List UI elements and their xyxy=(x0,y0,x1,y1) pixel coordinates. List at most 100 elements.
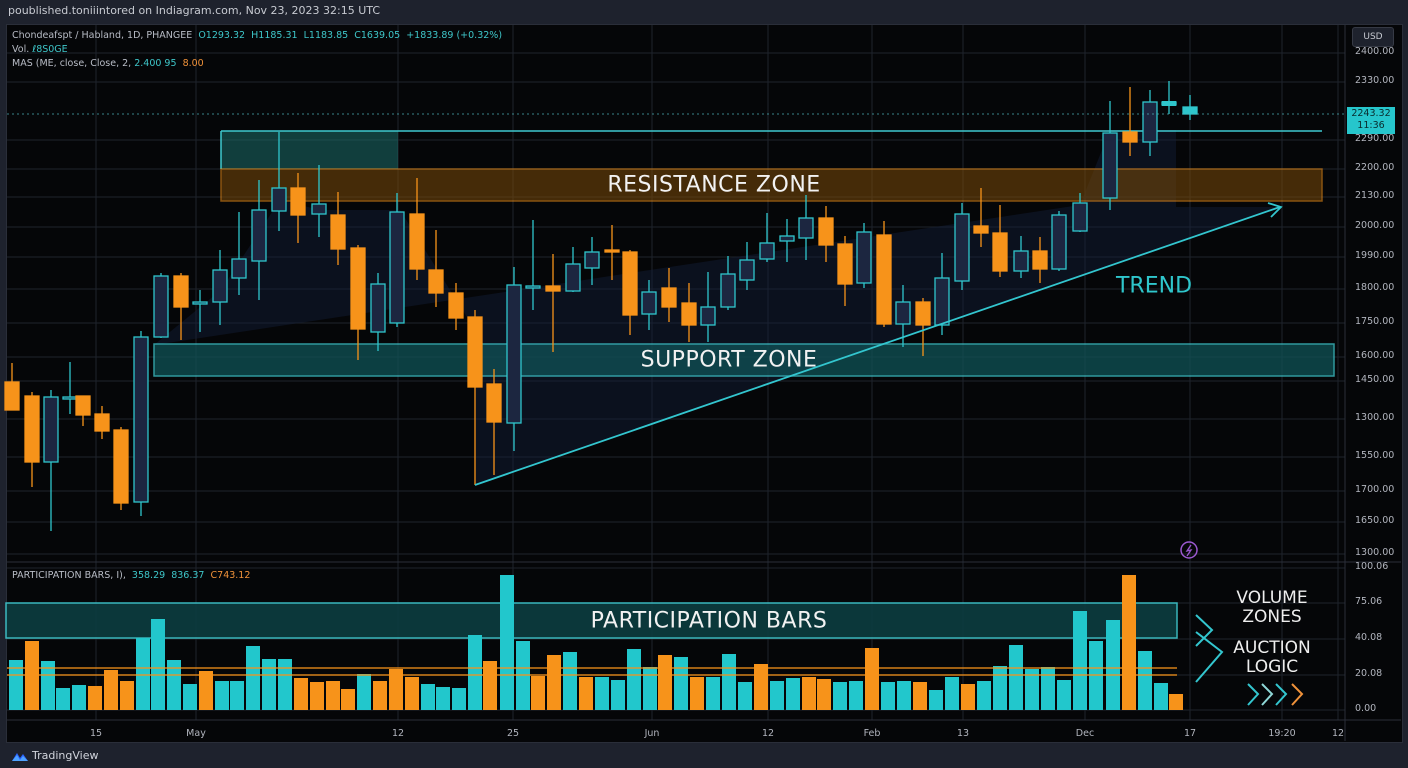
candle-body xyxy=(1122,131,1138,143)
candle-body xyxy=(192,301,208,305)
time-axis-label: May xyxy=(186,728,206,739)
candle-body xyxy=(1032,250,1048,270)
volume-bar xyxy=(357,674,371,710)
chevron-right-icon xyxy=(1195,614,1214,647)
volume-bar xyxy=(326,681,340,710)
candle-body xyxy=(739,259,755,281)
volume-bar xyxy=(56,688,70,710)
volume-zone-band xyxy=(5,602,1178,639)
alert-icon xyxy=(1180,541,1198,559)
auction-logic-line1: AUCTION xyxy=(1233,638,1311,658)
volume-bar xyxy=(341,689,355,710)
volume-bar xyxy=(531,676,545,710)
volume-bar xyxy=(897,681,911,710)
candle-body xyxy=(350,247,366,330)
candle-body xyxy=(389,211,405,324)
volume-bar xyxy=(595,677,609,710)
tradingview-icon xyxy=(12,752,28,761)
volume-axis-label: 75.06 xyxy=(1355,596,1383,607)
volume-bar xyxy=(41,661,55,710)
volume-bar xyxy=(215,681,229,710)
volume-bar xyxy=(929,690,943,710)
current-candle xyxy=(1183,107,1197,114)
volume-bar xyxy=(104,670,118,710)
candle-body xyxy=(113,429,129,504)
volume-bar xyxy=(881,682,895,710)
trend-line xyxy=(474,206,1281,486)
candle-body xyxy=(604,249,620,253)
volume-bar xyxy=(1009,645,1023,710)
price-axis-label: 1600.00 xyxy=(1355,350,1395,361)
volume-bar xyxy=(246,646,260,710)
last-candle xyxy=(1162,101,1176,106)
volume-bar xyxy=(230,681,244,710)
volume-bar xyxy=(786,678,800,710)
bar-countdown: 11:36 xyxy=(1357,120,1385,131)
candle-body xyxy=(720,273,736,308)
vol-pane-v1: 358.29 xyxy=(131,570,166,581)
volume-bar xyxy=(849,681,863,710)
volume-zones-label: VOLUME ZONES xyxy=(1236,589,1307,627)
vol-label: Vol. xyxy=(12,44,30,55)
candle-body xyxy=(954,213,970,282)
candle-body xyxy=(876,234,892,325)
auction-logic-label: AUCTION LOGIC xyxy=(1233,639,1310,677)
participation-bars-label: PARTICIPATION BARS xyxy=(590,608,828,634)
candle-body xyxy=(641,291,657,315)
candle-body xyxy=(62,396,78,400)
volume-bar xyxy=(1106,620,1120,710)
volume-bar xyxy=(706,677,720,710)
time-axis-label: 15 xyxy=(89,728,103,739)
volume-bar xyxy=(770,681,784,710)
price-axis-label: 2000.00 xyxy=(1355,220,1395,231)
candle-body xyxy=(290,187,306,216)
volume-bar xyxy=(833,682,847,710)
volume-bar xyxy=(167,660,181,710)
price-axis-label: 2290.00 xyxy=(1355,133,1395,144)
price-axis-label: 1300.00 xyxy=(1355,547,1395,558)
volume-bar xyxy=(1138,651,1152,710)
volume-bar xyxy=(72,685,86,710)
volume-bar xyxy=(278,659,292,710)
volume-bar xyxy=(436,687,450,710)
volume-bar xyxy=(405,677,419,710)
mas-value-1: 2.400 95 xyxy=(134,58,177,69)
candle-body xyxy=(1142,101,1158,143)
volume-axis-label: 0.00 xyxy=(1355,703,1377,714)
price-axis-label: 1700.00 xyxy=(1355,484,1395,495)
volume-axis-label: 100.06 xyxy=(1355,561,1389,572)
candle-body xyxy=(330,214,346,250)
volume-bar xyxy=(945,677,959,710)
time-axis-label: 25 xyxy=(506,728,520,739)
volume-bar xyxy=(627,649,641,710)
tradingview-brand: TradingView xyxy=(32,749,99,762)
volume-bar xyxy=(722,654,736,710)
volume-bar xyxy=(547,655,561,710)
currency-button[interactable]: USD xyxy=(1352,27,1394,47)
volume-bar xyxy=(389,669,403,710)
ohlc-low: L1183.85 xyxy=(303,30,349,41)
volume-bar xyxy=(658,655,672,710)
volume-bar xyxy=(183,684,197,710)
candle-body xyxy=(700,306,716,326)
vol-pane-v2: 836.37 xyxy=(171,570,205,581)
candle-body xyxy=(448,292,464,319)
candle-body xyxy=(798,217,814,239)
tradingview-logo[interactable]: TradingView xyxy=(12,749,98,762)
price-axis-label: 2130.00 xyxy=(1355,190,1395,201)
chevron-right-icon xyxy=(1275,683,1288,706)
volume-bar xyxy=(690,677,704,710)
volume-zones-line1: VOLUME xyxy=(1236,588,1308,608)
last-price-value: 2243.32 xyxy=(1351,108,1391,119)
candle-body xyxy=(311,203,327,215)
time-axis-label: 12 xyxy=(1331,728,1345,739)
candle-body xyxy=(271,187,287,212)
volume-bar xyxy=(1041,667,1055,710)
candle-body xyxy=(75,395,91,416)
volume-axis-label: 40.08 xyxy=(1355,632,1383,643)
support-zone-label: SUPPORT ZONE xyxy=(640,347,818,373)
candle-body xyxy=(1013,250,1029,272)
volume-bar xyxy=(1122,575,1136,710)
published-caption: poublished.toniiintored on Indiagram.com… xyxy=(8,4,381,17)
